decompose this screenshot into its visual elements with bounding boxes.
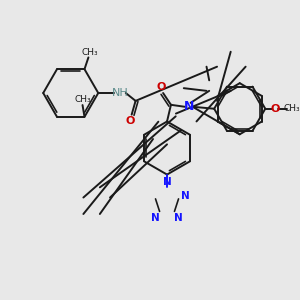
Text: N: N — [174, 213, 183, 223]
Text: O: O — [126, 116, 135, 125]
Text: CH₃: CH₃ — [284, 104, 300, 113]
Text: N: N — [181, 191, 190, 201]
Text: O: O — [270, 104, 280, 114]
Text: N: N — [151, 213, 160, 223]
Text: CH₃: CH₃ — [74, 95, 91, 104]
Text: O: O — [156, 82, 166, 92]
Text: NH: NH — [112, 88, 128, 98]
Text: N: N — [184, 100, 194, 113]
Text: N: N — [163, 177, 171, 188]
Text: CH₃: CH₃ — [81, 48, 98, 57]
